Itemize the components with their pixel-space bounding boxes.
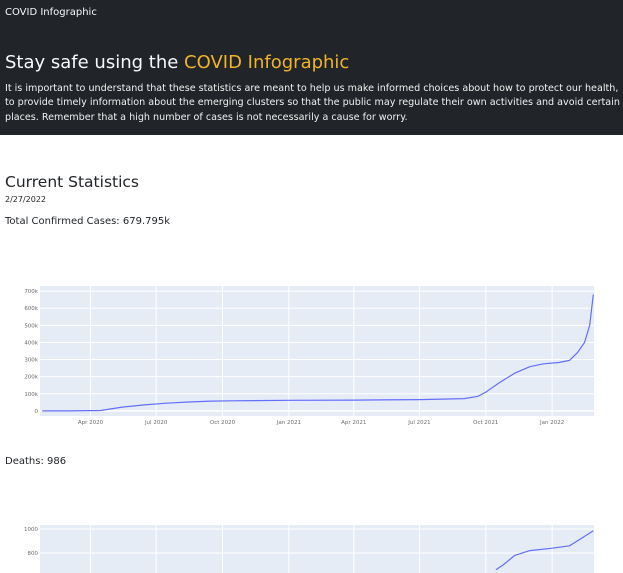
x-tick-label: Apr 2021 [341,420,366,426]
section-title: Current Statistics [5,173,139,191]
deaths-chart[interactable]: 1000 800 [0,520,623,573]
x-tick-label: Jul 2021 [407,420,430,426]
cases-chart-svg[interactable]: Apr 2020 Jul 2020 Oct 2020 Jan 2021 Apr 2021… [0,280,623,430]
y-tick-label: 1000 [24,527,38,533]
x-tick-label: Jan 2021 [276,420,301,426]
y-tick-label: 200k [24,375,38,381]
y-tick-label: 100k [24,392,38,398]
cases-line [42,294,594,412]
y-tick-label: 500k [24,323,38,329]
plot-area[interactable] [40,525,594,573]
plot-area[interactable] [40,286,594,416]
cases-chart[interactable]: Apr 2020 Jul 2020 Oct 2020 Jan 2021 Apr 2021… [0,280,623,430]
y-tick-label: 0 [35,409,39,415]
cases-label: Total Confirmed Cases: 679.795k [5,216,170,227]
hero-title-accent: COVID Infographic [184,52,350,73]
y-tick-label: 600k [24,306,38,312]
hero-title-prefix: Stay safe using the [5,52,185,73]
y-tick-label: 300k [24,358,38,364]
x-tick-label: Oct 2021 [473,420,498,426]
brand-link[interactable]: COVID Infographic [5,7,97,18]
hero-header: COVID Infographic Stay safe using the CO… [0,0,623,135]
y-tick-label: 800 [28,551,39,557]
deaths-line [495,530,594,571]
x-tick-label: Apr 2020 [78,420,104,426]
hero-description: It is important to understand that these… [5,83,620,123]
x-tick-label: Jul 2020 [144,420,168,426]
hero-title: Stay safe using the COVID Infographic [5,52,349,73]
y-tick-label: 400k [24,340,38,346]
x-tick-label: Oct 2020 [210,420,236,426]
deaths-label: Deaths: 986 [5,456,67,467]
stats-date: 2/27/2022 [5,195,47,204]
deaths-chart-svg[interactable]: 1000 800 [0,520,623,573]
x-tick-label: Jan 2022 [539,420,564,426]
y-tick-label: 700k [24,289,38,295]
